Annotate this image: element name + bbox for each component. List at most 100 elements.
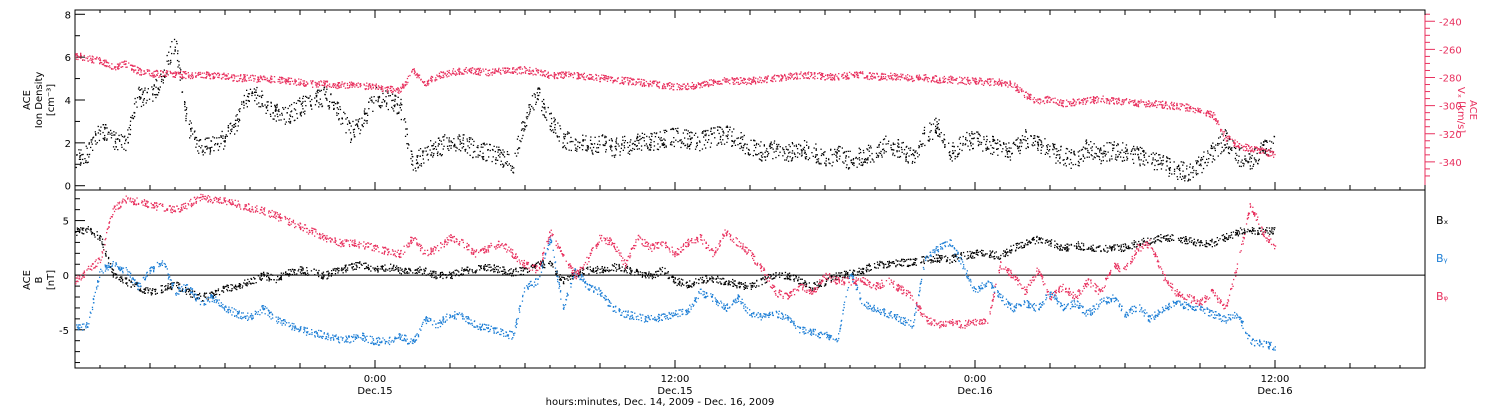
vx-point [372,84,374,86]
vx-point [97,58,100,60]
vx-point [440,71,442,73]
vx-point [218,72,220,74]
vx-point [834,73,837,76]
vx-point [933,77,935,79]
density-point [905,155,907,157]
density-point [637,133,639,135]
vx-point [280,82,282,84]
density-point [154,94,156,96]
density-point [833,153,835,155]
density-point [1057,154,1059,156]
vx-point [252,75,254,77]
density-point [406,143,408,145]
vx-point [188,76,190,78]
vx-point [318,81,320,83]
density-point [1270,147,1272,150]
density-point [216,143,219,146]
vx-point [1019,87,1021,89]
density-point [949,158,951,160]
vx-point [1129,99,1131,101]
density-point [798,143,800,145]
vx-point [1216,123,1218,125]
vx-point [656,81,658,83]
vx-point [781,78,783,80]
vx-point [855,73,858,76]
density-point [148,98,151,100]
vx-point [384,87,386,89]
density-point [723,143,726,145]
density-point [1065,152,1067,155]
vx-point [1121,100,1123,102]
density-point [392,108,394,110]
density-point [498,149,500,151]
vx-point [344,82,346,84]
vx-point [764,80,766,82]
vx-point [455,72,458,74]
vx-point [1123,102,1125,104]
vx-point [207,73,209,76]
vx-point [392,88,395,90]
density-point [1033,135,1035,137]
density-point [935,125,937,127]
density-point [1138,157,1140,159]
density-point [660,139,662,142]
density-point [554,129,556,131]
density-point [737,137,739,139]
vx-point [621,76,623,78]
density-point [448,149,450,151]
vx-point [638,81,640,83]
vx-point [862,71,864,73]
density-point [255,91,257,93]
vx-point [125,63,127,65]
vx-point [1148,105,1150,108]
density-point [543,98,545,101]
density-point [1189,166,1191,168]
density-point [951,160,953,162]
density-point [541,110,543,112]
vx-point [1151,103,1153,105]
density-point [518,147,521,149]
vx-point [1247,150,1249,152]
density-point [787,160,790,162]
density-point [1077,160,1080,163]
density-point [1066,148,1069,150]
vx-point [316,84,318,86]
density-point [519,139,521,142]
vx-point [76,54,78,56]
density-point [128,133,130,135]
density-point [88,156,90,158]
vx-point [1208,112,1210,115]
vx-point [152,74,154,76]
vx-point [1018,89,1020,91]
vx-point [228,77,230,79]
density-point [179,67,181,69]
density-point [872,159,874,161]
vx-point [1156,106,1158,109]
vx-point [1054,97,1056,99]
density-point [742,136,744,138]
density-point [317,89,319,91]
density-point [337,113,340,115]
vx-point [537,69,539,71]
vx-point [748,79,750,81]
vx-point [1084,103,1087,105]
vx-point [1210,114,1212,116]
vx-point [868,72,871,74]
vx-point [442,71,445,73]
density-point [243,100,245,103]
density-point [869,155,871,157]
vx-point [1030,98,1032,101]
density-point [95,143,97,145]
density-point [155,86,157,88]
density-point [1126,159,1128,161]
density-point [331,101,333,104]
density-point [160,73,162,75]
vx-point [884,78,886,80]
density-point [616,137,618,139]
density-point [502,154,505,156]
density-point [450,140,452,142]
vx-point [894,75,896,77]
density-point [350,138,353,140]
density-point [1255,147,1257,149]
density-point [684,144,686,147]
